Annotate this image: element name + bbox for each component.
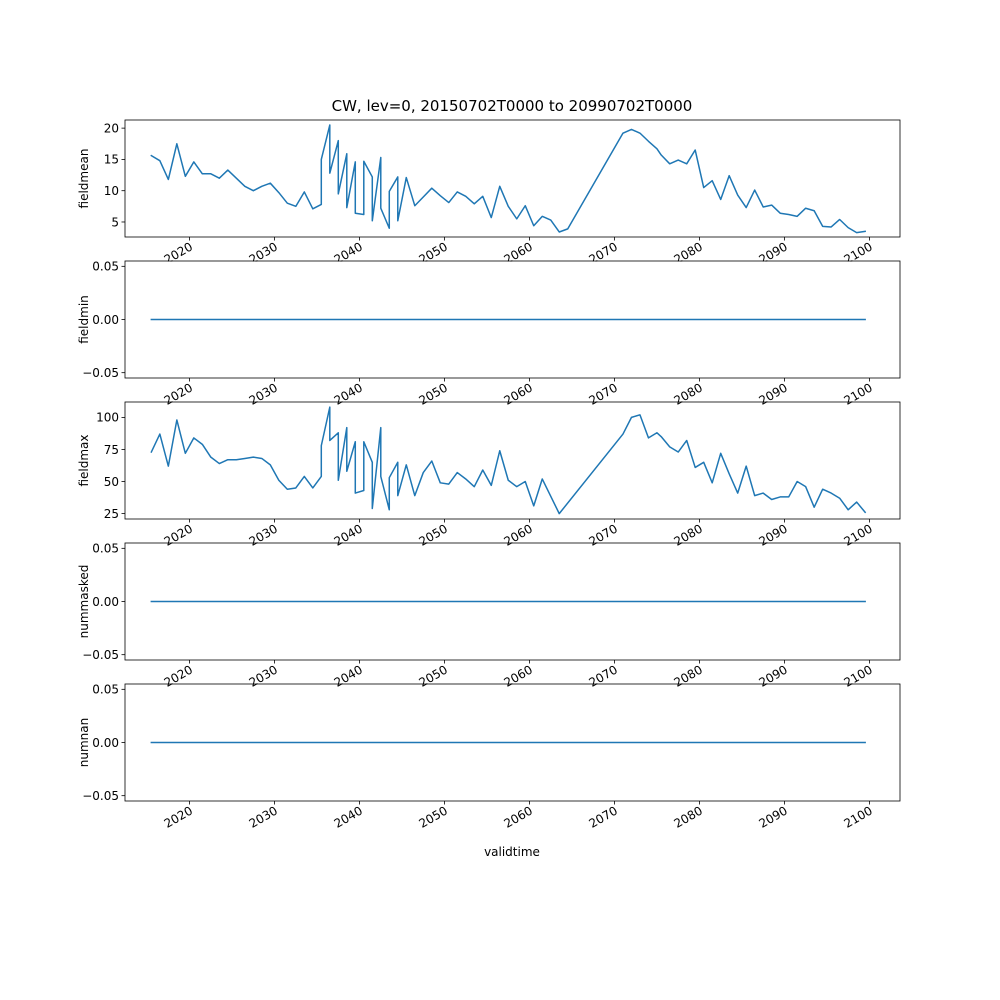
x-tick-label-numnan: 2070 xyxy=(587,803,620,830)
y-tick-label-fieldmax: 100 xyxy=(96,411,119,425)
y-tick-label-numnan: 0.00 xyxy=(92,736,119,750)
y-tick-label-nummasked: 0.00 xyxy=(92,595,119,609)
y-axis-label-fieldmax: fieldmax xyxy=(77,434,91,486)
x-axis-label: validtime xyxy=(484,845,540,859)
y-tick-label-numnan: 0.05 xyxy=(92,683,119,697)
y-axis-label-numnan: numnan xyxy=(77,718,91,767)
x-tick-label-numnan: 2080 xyxy=(671,803,704,830)
x-tick-label-numnan: 2050 xyxy=(417,803,450,830)
y-tick-label-fieldmax: 75 xyxy=(104,443,119,457)
y-axis-label-fieldmean: fieldmean xyxy=(77,149,91,209)
y-tick-label-numnan: −0.05 xyxy=(82,789,119,803)
axes-frame-fieldmean xyxy=(124,119,901,238)
y-axis-label-nummasked: nummasked xyxy=(77,565,91,639)
series-line-fieldmean xyxy=(150,124,867,234)
x-tick-label-numnan: 2090 xyxy=(756,803,789,830)
y-tick-label-fieldmin: 0.00 xyxy=(92,313,119,327)
series-line-fieldmax xyxy=(150,406,867,515)
y-tick-label-fieldmean: 10 xyxy=(104,184,119,198)
axes-frame-fieldmax xyxy=(124,401,901,520)
x-tick-label-numnan: 2030 xyxy=(247,803,280,830)
chart-title: CW, lev=0, 20150702T0000 to 20990702T000… xyxy=(332,97,693,115)
panels: 5 10 15 20 fieldmean 2020 2030 2040 2050 2060 2070… xyxy=(77,119,901,831)
y-tick-label-fieldmin: −0.05 xyxy=(82,366,119,380)
x-tick-label-numnan: 2040 xyxy=(332,803,365,830)
y-tick-label-nummasked: −0.05 xyxy=(82,648,119,662)
y-tick-label-fieldmean: 15 xyxy=(104,153,119,167)
y-tick-label-fieldmin: 0.05 xyxy=(92,260,119,274)
y-tick-label-nummasked: 0.05 xyxy=(92,542,119,556)
panel-mask xyxy=(125,402,900,519)
y-tick-label-fieldmax: 25 xyxy=(104,507,119,521)
x-tick-label-numnan: 2100 xyxy=(841,803,874,830)
y-tick-label-fieldmean: 20 xyxy=(104,121,119,135)
x-tick-label-numnan: 2060 xyxy=(502,803,535,830)
y-tick-label-fieldmax: 50 xyxy=(104,475,119,489)
y-axis-label-fieldmin: fieldmin xyxy=(77,295,91,344)
y-tick-label-fieldmean: 5 xyxy=(111,215,119,229)
x-tick-label-numnan: 2020 xyxy=(162,803,195,830)
